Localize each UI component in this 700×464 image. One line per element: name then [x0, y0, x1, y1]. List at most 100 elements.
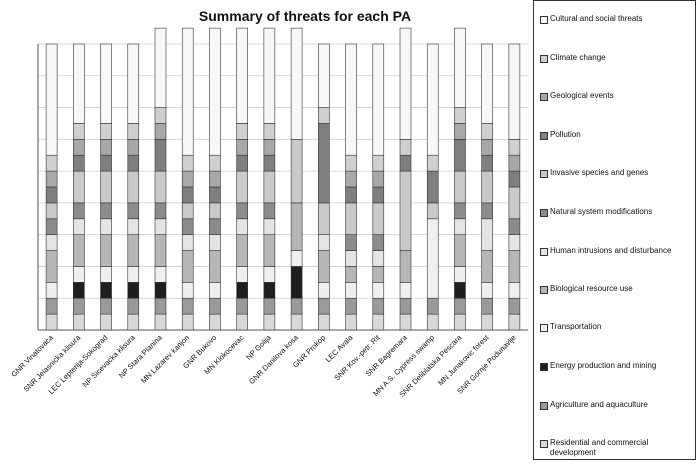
bar-segment	[345, 202, 357, 235]
bar-segment	[154, 234, 167, 267]
bar-segment	[154, 282, 167, 299]
bar-segment	[481, 313, 493, 331]
bar-segment	[236, 202, 248, 220]
bar-segment	[372, 313, 385, 331]
bar-segment	[372, 202, 385, 235]
bar-segment	[318, 234, 330, 251]
bar-segment	[209, 154, 221, 172]
bar-segment	[290, 313, 303, 331]
bar-segment	[508, 139, 521, 156]
bar-segment	[45, 202, 58, 220]
legend-label: Biological resource use	[550, 284, 633, 293]
legend-swatch	[540, 170, 548, 178]
bar-segment	[100, 123, 112, 140]
bar-segment	[372, 234, 385, 251]
bar-segment	[454, 234, 466, 267]
bar-segment	[181, 170, 194, 188]
bar-segment	[181, 250, 194, 283]
bar-segment	[181, 282, 194, 299]
bar-segment	[426, 313, 439, 331]
bar-segment	[399, 139, 412, 156]
bar-segment	[508, 218, 521, 235]
bar-segment	[481, 170, 493, 204]
bar-segment	[345, 186, 357, 204]
bar-segment	[127, 313, 140, 331]
bar-segment	[318, 202, 330, 235]
bar-segment	[481, 250, 493, 283]
bar-segment	[209, 250, 221, 283]
bar-segment	[399, 27, 412, 140]
bar-segment	[127, 297, 140, 315]
bar-segment	[154, 27, 167, 108]
bar-segment	[45, 234, 58, 251]
bar-segment	[100, 170, 112, 204]
bar-segment	[263, 139, 276, 156]
legend-label: Residential and commercial development	[550, 438, 649, 457]
legend-swatch	[540, 363, 548, 371]
bar-segment	[318, 313, 330, 331]
bar-segment	[345, 170, 357, 188]
bar-segment	[236, 218, 248, 235]
bar-segment	[236, 297, 248, 315]
legend-swatch	[540, 286, 548, 294]
bar-segment	[100, 266, 112, 283]
bar-segment	[127, 154, 140, 172]
bar-segment	[263, 154, 276, 172]
bar-segment	[154, 107, 167, 124]
bar-segment	[45, 297, 58, 315]
bar-segment	[426, 202, 439, 220]
bar-segment	[181, 234, 194, 251]
bar-segment	[45, 186, 58, 204]
bar-segment	[209, 234, 221, 251]
legend-swatch	[540, 16, 548, 24]
bar-segment	[263, 170, 276, 204]
bar-segment	[454, 282, 466, 299]
bar-segment	[100, 139, 112, 156]
bar-segment	[399, 250, 412, 283]
bar-segment	[127, 234, 140, 267]
bar-segment	[181, 154, 194, 172]
bar-segment	[73, 218, 85, 235]
bar-segment	[454, 123, 466, 140]
bar-segment	[181, 27, 194, 156]
bar-segment	[154, 266, 167, 283]
chart-title: Summary of threats for each PA	[198, 8, 412, 24]
bar-segment	[181, 186, 194, 204]
legend-label: Energy production and mining	[550, 361, 657, 370]
bar-segment	[372, 282, 385, 299]
bar-segment	[263, 313, 276, 331]
bar-segment	[290, 250, 303, 267]
bar-segment	[73, 170, 85, 204]
bar-segment	[399, 313, 412, 331]
bar-segment	[481, 139, 493, 156]
bar-segment	[399, 170, 412, 251]
legend-label: Cultural and social threats	[550, 14, 643, 23]
x-tick-label: MN Lazarev kanjon	[139, 333, 191, 385]
bar-segment	[100, 282, 112, 299]
bar-segment	[263, 282, 276, 299]
legend-swatch	[540, 209, 548, 217]
bar-segment	[45, 154, 58, 172]
bar-segment	[372, 250, 385, 267]
legend-label: Geological events	[550, 91, 614, 100]
bar-segment	[45, 43, 58, 156]
bar-segment	[345, 282, 357, 299]
bar-segment	[426, 43, 439, 156]
bar-segment	[318, 297, 330, 315]
bar-segment	[345, 297, 357, 315]
bar-segment	[372, 266, 385, 283]
bar-segment	[73, 266, 85, 283]
bar-segment	[45, 218, 58, 235]
bar-segment	[508, 282, 521, 299]
bar-segment	[454, 202, 466, 220]
bar-segment	[127, 202, 140, 220]
bar-segment	[154, 202, 167, 220]
bar-segment	[372, 43, 385, 156]
bar-segment	[236, 266, 248, 283]
bar-segment	[263, 234, 276, 267]
bar-segment	[290, 297, 303, 315]
bar-segment	[454, 27, 466, 108]
bar-segment	[100, 234, 112, 267]
bar-segment	[345, 43, 357, 156]
legend-swatch	[540, 132, 548, 140]
